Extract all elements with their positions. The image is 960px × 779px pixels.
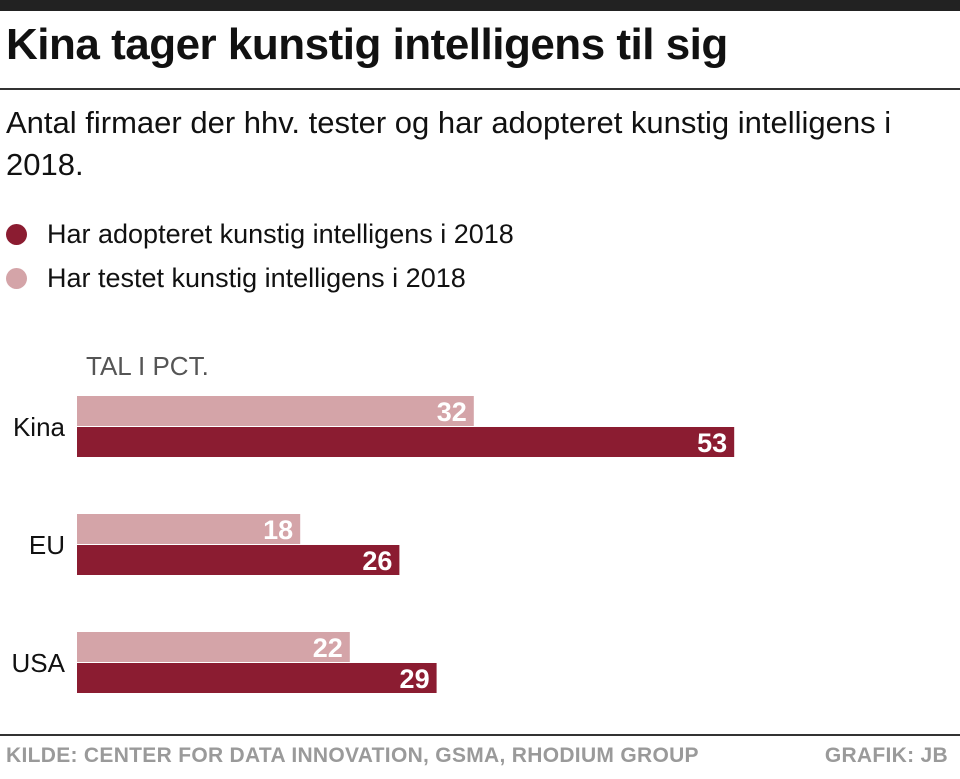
unit-label: TAL I PCT.: [86, 351, 209, 381]
graphic-credit: GRAFIK: JB: [824, 744, 948, 767]
bar-tested-eu: [77, 514, 301, 544]
bar-adopted-eu: [77, 545, 400, 575]
legend-swatch-adopted: [6, 224, 27, 245]
bar-tested-kina: [77, 396, 474, 426]
category-label-eu: EU: [29, 530, 65, 560]
value-label-adopted-eu: 26: [362, 546, 392, 576]
category-label-usa: USA: [12, 648, 66, 678]
chart-subtitle: Antal firmaer der hhv. tester og har ado…: [6, 105, 892, 182]
bar-chart: TAL I PCT. Kina 32 53 EU 18 26 USA 22 29: [12, 351, 735, 694]
bar-adopted-usa: [77, 663, 437, 693]
value-label-adopted-kina: 53: [697, 428, 727, 458]
source-note: KILDE: CENTER FOR DATA INNOVATION, GSMA,…: [6, 744, 699, 767]
legend-swatch-tested: [6, 268, 27, 289]
title-divider: [0, 88, 960, 90]
value-label-tested-eu: 18: [263, 515, 293, 545]
chart-title: Kina tager kunstig intelligens til sig: [6, 20, 728, 69]
top-bar: [0, 0, 960, 11]
value-label-adopted-usa: 29: [400, 664, 430, 694]
value-label-tested-usa: 22: [313, 633, 343, 663]
value-label-tested-kina: 32: [437, 397, 467, 427]
bar-tested-usa: [77, 632, 350, 662]
footer-divider: [0, 734, 960, 736]
legend-label-adopted: Har adopteret kunstig intelligens i 2018: [47, 219, 514, 249]
category-label-kina: Kina: [13, 412, 66, 442]
legend-label-tested: Har testet kunstig intelligens i 2018: [47, 263, 466, 293]
bar-adopted-kina: [77, 427, 735, 457]
